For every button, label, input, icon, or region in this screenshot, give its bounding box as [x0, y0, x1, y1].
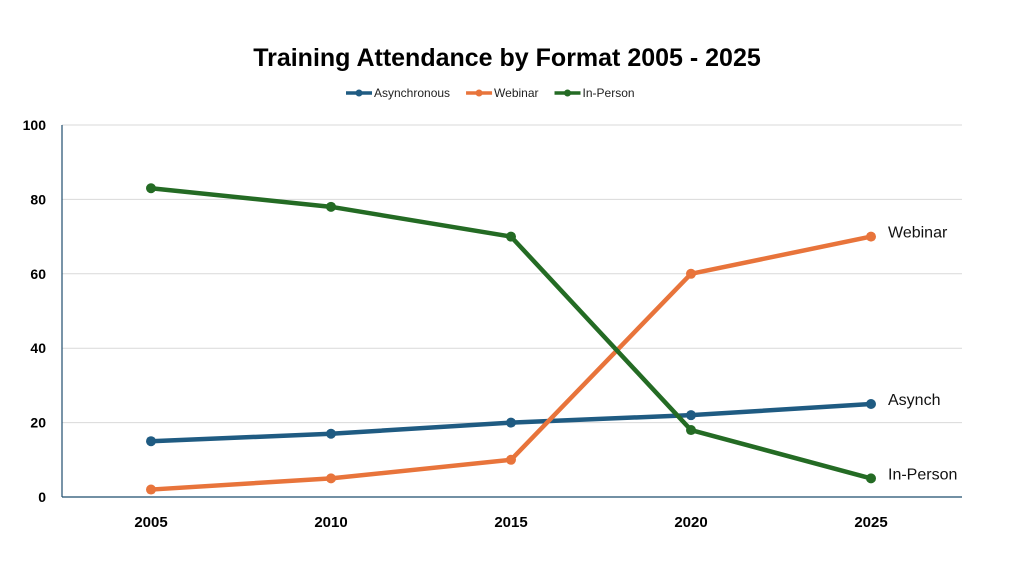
data-point-in-person [866, 473, 876, 484]
end-labels: Asynch Webinar In-Person [888, 225, 957, 484]
x-axis-ticks: 2005 2010 2015 2020 2025 [134, 514, 887, 531]
data-point-webinar [866, 231, 876, 242]
series-asynchronous [146, 399, 876, 447]
y-tick-label: 40 [30, 340, 46, 356]
series-webinar [146, 231, 876, 495]
end-label-webinar: Webinar [888, 225, 948, 242]
data-point-webinar [146, 484, 156, 495]
y-tick-label: 0 [38, 489, 46, 505]
x-tick-label: 2025 [854, 514, 887, 531]
y-axis-ticks: 0 20 40 60 80 100 [23, 117, 47, 505]
data-point-in-person [686, 425, 696, 436]
data-point-webinar [326, 473, 336, 484]
data-point-asynchronous [686, 410, 696, 421]
legend-item-asynchronous: Asynchronous [346, 86, 450, 100]
legend-swatch-marker [564, 89, 572, 97]
x-tick-label: 2005 [134, 514, 167, 531]
end-label-asynchronous: Asynch [888, 392, 940, 409]
y-tick-label: 20 [30, 415, 46, 431]
data-point-in-person [326, 201, 336, 212]
y-tick-label: 100 [23, 117, 47, 133]
data-point-asynchronous [866, 399, 876, 409]
legend-swatch-marker [475, 89, 483, 97]
data-point-asynchronous [146, 436, 156, 447]
legend: Asynchronous Webinar In-Person [346, 86, 635, 100]
chart-title: Training Attendance by Format 2005 - 202… [253, 44, 761, 72]
y-tick-label: 80 [30, 191, 46, 207]
legend-swatch-marker [355, 89, 363, 97]
legend-label: Webinar [494, 86, 538, 100]
series-group [146, 183, 876, 495]
end-label-in-person: In-Person [888, 466, 957, 483]
x-tick-label: 2020 [674, 514, 707, 531]
data-point-webinar [686, 268, 696, 279]
data-point-asynchronous [506, 417, 516, 428]
y-tick-label: 60 [30, 266, 46, 282]
legend-item-in-person: In-Person [554, 86, 635, 100]
legend-label: Asynchronous [374, 86, 450, 100]
data-point-asynchronous [326, 428, 336, 439]
legend-item-webinar: Webinar [466, 86, 539, 100]
gridlines [62, 124, 962, 424]
data-point-webinar [506, 454, 516, 465]
data-point-in-person [506, 231, 516, 242]
data-point-in-person [146, 183, 156, 194]
legend-label: In-Person [583, 86, 635, 100]
axes [61, 125, 962, 498]
x-tick-label: 2010 [314, 514, 347, 531]
series-in-person [146, 183, 876, 484]
x-tick-label: 2015 [494, 514, 527, 531]
